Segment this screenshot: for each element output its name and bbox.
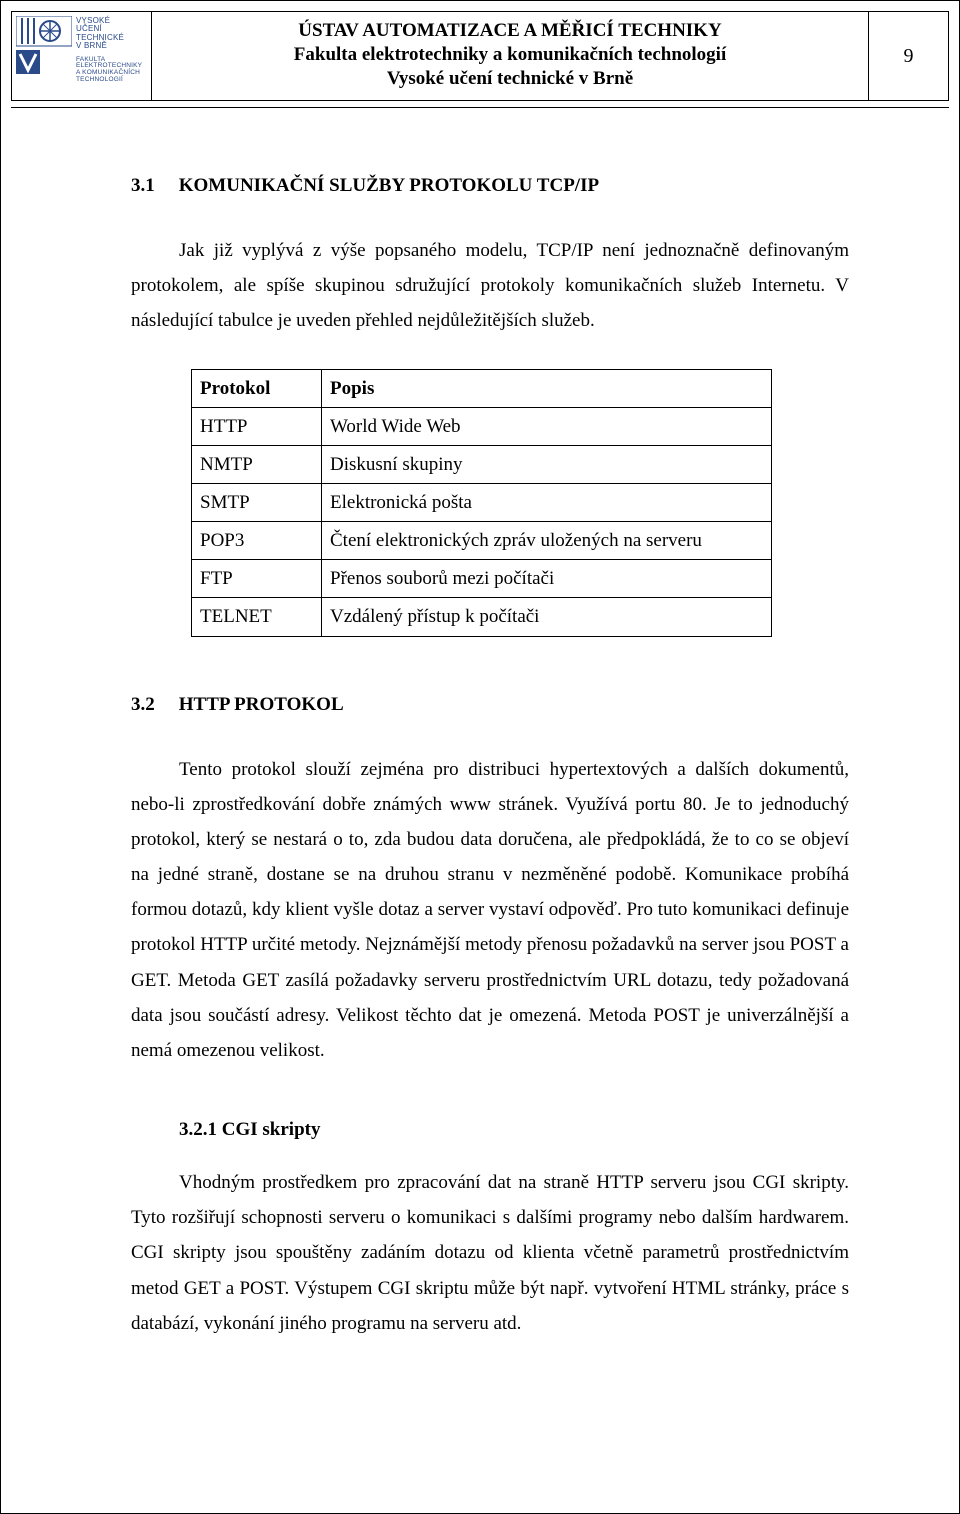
cell-protokol: FTP xyxy=(192,560,322,598)
header-line-1: ÚSTAV AUTOMATIZACE A MĚŘICÍ TECHNIKY xyxy=(158,20,862,42)
cell-popis: Vzdálený přístup k počítači xyxy=(322,598,772,636)
header-title-cell: ÚSTAV AUTOMATIZACE A MĚŘICÍ TECHNIKY Fak… xyxy=(152,12,868,100)
logo-text: VYSOKÉ UČENÍ TECHNICKÉ V BRNĚ FAKULTA EL… xyxy=(76,16,142,86)
section-heading-3-1: 3.1 KOMUNIKAČNÍ SLUŽBY PROTOKOLU TCP/IP xyxy=(131,168,849,203)
protocol-table: Protokol Popis HTTP World Wide Web NMTP … xyxy=(191,369,772,637)
cell-protokol: POP3 xyxy=(192,522,322,560)
table-header-row: Protokol Popis xyxy=(192,369,772,407)
protocol-table-wrap: Protokol Popis HTTP World Wide Web NMTP … xyxy=(191,369,849,637)
header-logo-cell: VYSOKÉ UČENÍ TECHNICKÉ V BRNĚ FAKULTA EL… xyxy=(12,12,152,100)
section-title: KOMUNIKAČNÍ SLUŽBY PROTOKOLU TCP/IP xyxy=(179,175,599,196)
page-number-cell: 9 xyxy=(868,12,948,100)
logo-caption: TECHNOLOGIÍ xyxy=(76,77,142,84)
section-heading-3-2: 3.2 HTTP PROTOKOL xyxy=(131,687,849,722)
section-number: 3.1 xyxy=(131,168,155,203)
section-3-2-1-paragraph: Vhodným prostředkem pro zpracování dat n… xyxy=(131,1165,849,1341)
subsection-heading-3-2-1: 3.2.1 CGI skripty xyxy=(179,1112,849,1147)
table-row: TELNET Vzdálený přístup k počítači xyxy=(192,598,772,636)
table-header-protokol: Protokol xyxy=(192,369,322,407)
table-row: NMTP Diskusní skupiny xyxy=(192,445,772,483)
logo-line: V BRNĚ xyxy=(76,42,142,50)
cell-popis: Čtení elektronických zpráv uložených na … xyxy=(322,522,772,560)
page-header: VYSOKÉ UČENÍ TECHNICKÉ V BRNĚ FAKULTA EL… xyxy=(11,11,949,101)
cell-protokol: TELNET xyxy=(192,598,322,636)
page: VYSOKÉ UČENÍ TECHNICKÉ V BRNĚ FAKULTA EL… xyxy=(0,0,960,1514)
table-header-popis: Popis xyxy=(322,369,772,407)
cell-popis: Diskusní skupiny xyxy=(322,445,772,483)
subsection-number: 3.2.1 xyxy=(179,1119,217,1140)
table-row: SMTP Elektronická pošta xyxy=(192,483,772,521)
university-logo: VYSOKÉ UČENÍ TECHNICKÉ V BRNĚ FAKULTA EL… xyxy=(16,16,142,86)
page-number: 9 xyxy=(904,45,914,68)
subsection-title: CGI skripty xyxy=(222,1119,321,1140)
cell-protokol: HTTP xyxy=(192,407,322,445)
vut-logo-icon xyxy=(16,16,72,86)
cell-protokol: NMTP xyxy=(192,445,322,483)
cell-protokol: SMTP xyxy=(192,483,322,521)
header-line-2: Fakulta elektrotechniky a komunikačních … xyxy=(158,44,862,66)
cell-popis: Elektronická pošta xyxy=(322,483,772,521)
table-row: FTP Přenos souborů mezi počítači xyxy=(192,560,772,598)
body: 3.1 KOMUNIKAČNÍ SLUŽBY PROTOKOLU TCP/IP J… xyxy=(1,108,959,1381)
table-row: POP3 Čtení elektronických zpráv uloženýc… xyxy=(192,522,772,560)
header-line-3: Vysoké učení technické v Brně xyxy=(158,68,862,90)
section-title: HTTP PROTOKOL xyxy=(179,694,344,715)
section-3-2-paragraph: Tento protokol slouží zejména pro distri… xyxy=(131,752,849,1068)
cell-popis: Přenos souborů mezi počítači xyxy=(322,560,772,598)
section-3-1-paragraph: Jak již vyplývá z výše popsaného modelu,… xyxy=(131,233,849,338)
section-number: 3.2 xyxy=(131,687,155,722)
table-row: HTTP World Wide Web xyxy=(192,407,772,445)
cell-popis: World Wide Web xyxy=(322,407,772,445)
